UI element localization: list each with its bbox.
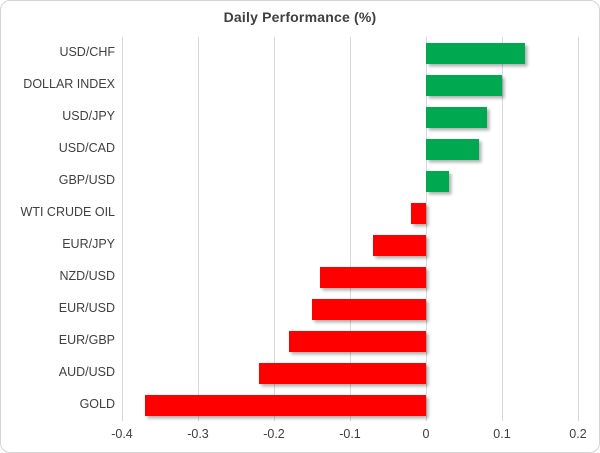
x-tick-label: 0.1 (493, 427, 511, 441)
bar-wti-crude-oil (411, 203, 426, 224)
x-tick-label: -0.3 (187, 427, 209, 441)
gridline (122, 37, 123, 421)
category-label: EUR/USD (58, 301, 115, 315)
bar-gbp-usd (426, 171, 449, 192)
bar-eur-jpy (373, 235, 426, 256)
category-label: EUR/JPY (62, 237, 115, 251)
category-label: AUD/USD (58, 365, 115, 379)
gridline (502, 37, 503, 421)
x-tick-label: -0.2 (263, 427, 285, 441)
bar-usd-cad (426, 139, 479, 160)
bar-usd-jpy (426, 107, 487, 128)
bar-aud-usd (259, 363, 426, 384)
gridline (198, 37, 199, 421)
x-tick-label: 0 (422, 427, 430, 441)
bar-eur-usd (312, 299, 426, 320)
bar-eur-gbp (289, 331, 426, 352)
category-label: USD/JPY (62, 109, 115, 123)
category-label: GBP/USD (58, 173, 115, 187)
gridline (350, 37, 351, 421)
x-tick-label: -0.4 (111, 427, 133, 441)
category-label: USD/CAD (58, 141, 115, 155)
gridline (274, 37, 275, 421)
category-label: NZD/USD (59, 269, 115, 283)
category-label: GOLD (79, 397, 115, 411)
bar-nzd-usd (320, 267, 426, 288)
category-label: EUR/GBP (58, 333, 115, 347)
chart-title: Daily Performance (%) (223, 9, 377, 25)
category-label: USD/CHF (59, 45, 115, 59)
x-tick-label: 0.2 (569, 427, 587, 441)
category-label: WTI CRUDE OIL (20, 205, 115, 219)
gridline (578, 37, 579, 421)
bar-gold (145, 395, 426, 416)
x-tick-label: -0.1 (339, 427, 361, 441)
gridline (426, 37, 427, 421)
category-label: DOLLAR INDEX (23, 77, 115, 91)
bar-dollar-index (426, 75, 502, 96)
bar-usd-chf (426, 43, 525, 64)
